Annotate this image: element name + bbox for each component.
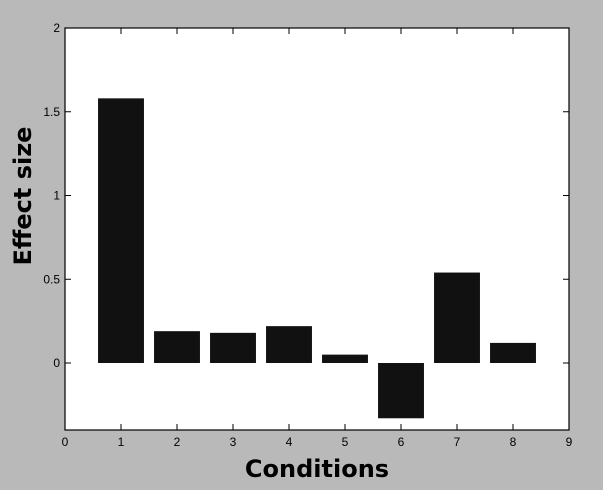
x-tick-label-1: 1 [118,435,125,449]
x-tick-label-2: 2 [174,435,181,449]
plot-area [64,27,570,431]
bar-8 [490,342,536,363]
x-tick-label-7: 7 [454,435,461,449]
y-tick-label-0.5: 0.5 [43,272,60,286]
x-tick-label-4: 4 [286,435,293,449]
y-tick-label-0: 0 [53,356,60,370]
ticks-group: 0 1 2 3 4 5 6 7 8 9 0 0.5 1 1.5 2 [43,21,572,449]
x-tick-label-8: 8 [510,435,517,449]
y-tick-label-1.5: 1.5 [43,105,60,119]
y-axis-title: Effect size [9,127,37,266]
x-tick-label-0: 0 [62,435,69,449]
bar-5 [322,354,368,363]
bar-7 [434,272,480,363]
bar-1 [98,98,144,363]
x-tick-label-3: 3 [230,435,237,449]
x-axis-title: Conditions [245,455,389,483]
x-tick-label-9: 9 [566,435,573,449]
bar-4 [266,326,312,363]
bar-3 [210,332,256,363]
y-tick-label-2: 2 [53,21,60,35]
y-tick-label-1: 1 [53,189,60,203]
x-tick-label-6: 6 [398,435,405,449]
x-tick-label-5: 5 [342,435,349,449]
bar-6 [378,363,424,419]
bars-group [98,98,536,419]
bar-2 [154,331,200,363]
